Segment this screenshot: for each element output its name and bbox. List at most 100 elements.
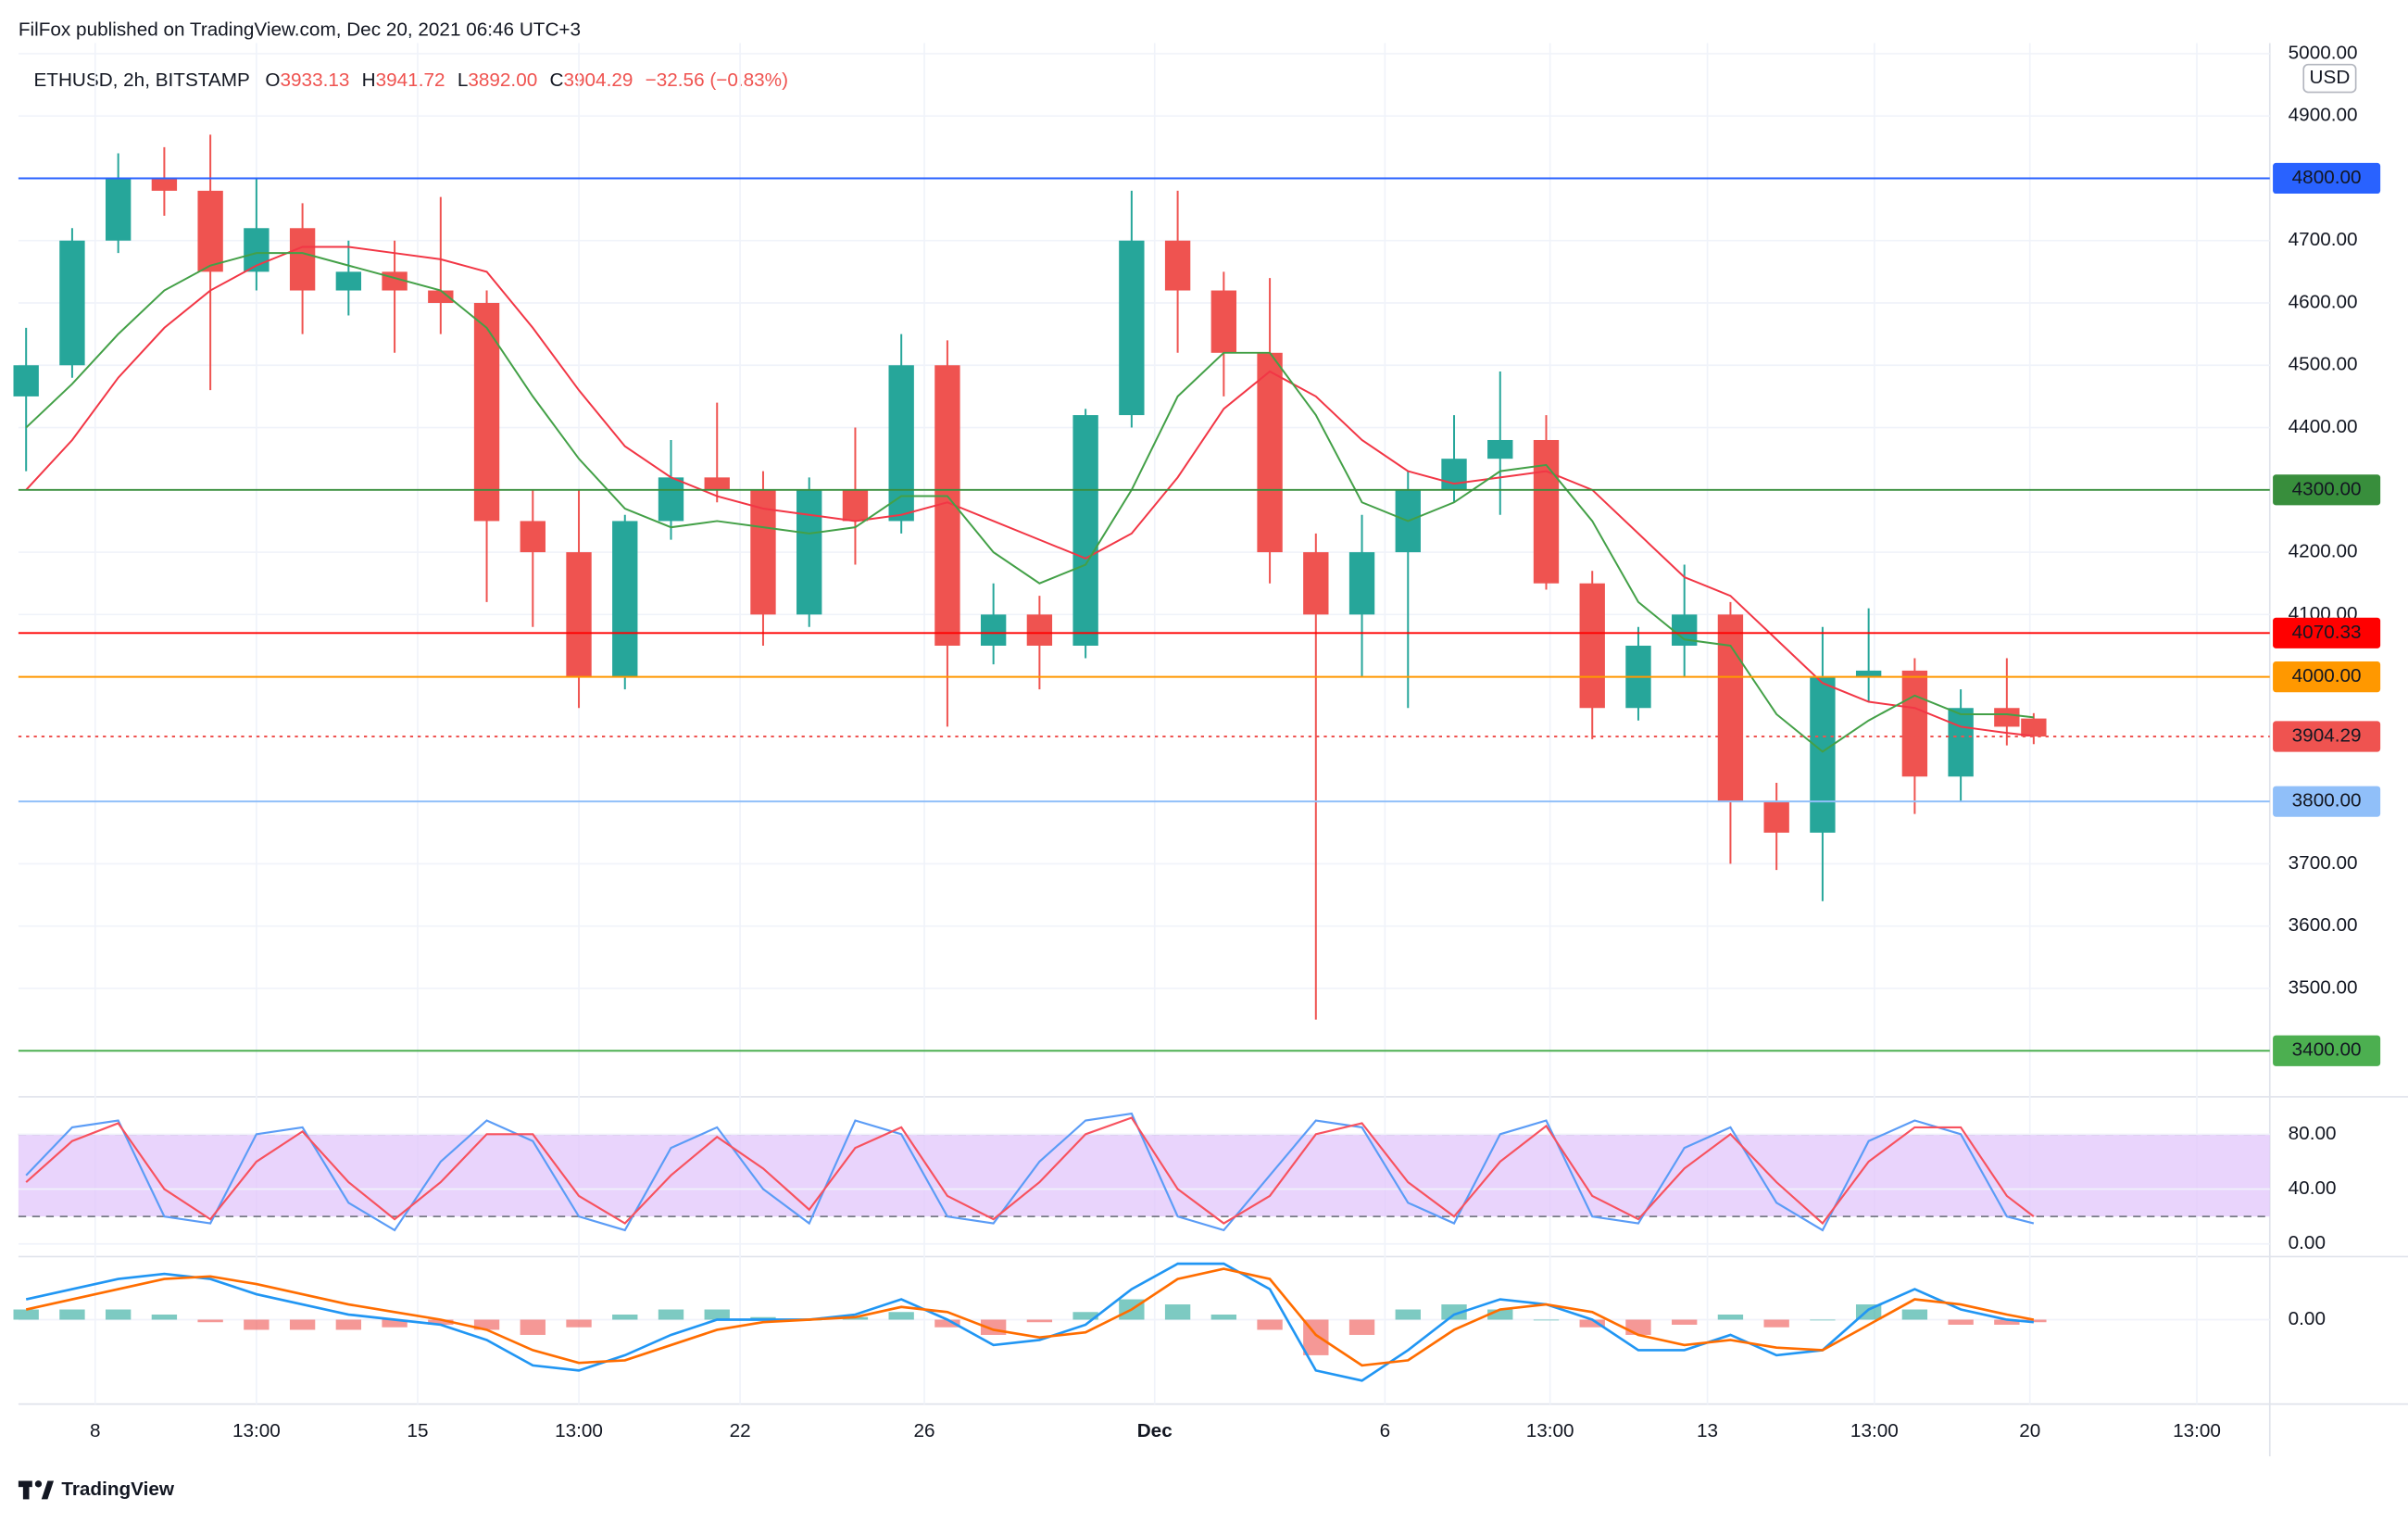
candle-body bbox=[289, 228, 316, 291]
histogram-bar bbox=[151, 1315, 178, 1320]
x-tick-label: 15 bbox=[407, 1420, 428, 1441]
candle-body bbox=[1026, 614, 1053, 646]
y-tick-label: 4200.00 bbox=[2289, 541, 2358, 562]
candle-body bbox=[1810, 676, 1836, 833]
histogram-bar bbox=[1672, 1319, 1698, 1325]
histogram-bar bbox=[1717, 1315, 1744, 1320]
y-tick-label: 40.00 bbox=[2289, 1177, 2337, 1199]
y-tick-label: 4500.00 bbox=[2289, 354, 2358, 375]
y-tick-label: 3600.00 bbox=[2289, 914, 2358, 936]
histogram-bar bbox=[428, 1319, 454, 1325]
histogram-bar bbox=[1441, 1304, 1467, 1320]
candle-body bbox=[197, 190, 223, 272]
candle-body bbox=[1210, 290, 1237, 353]
level-label-box bbox=[2273, 721, 2381, 752]
level-label-box bbox=[2273, 1035, 2381, 1066]
histogram-bar bbox=[750, 1316, 776, 1320]
level-label-box bbox=[2273, 162, 2381, 195]
histogram-bar bbox=[1810, 1319, 1836, 1321]
candle-body bbox=[335, 271, 362, 291]
candle-body bbox=[1441, 459, 1467, 490]
histogram-bar bbox=[105, 1309, 132, 1320]
y-tick-label: 80.00 bbox=[2289, 1123, 2337, 1144]
y-tick-label: 3500.00 bbox=[2289, 976, 2358, 998]
candle-body bbox=[1072, 415, 1098, 646]
histogram-bar bbox=[888, 1312, 914, 1320]
histogram-bar bbox=[382, 1319, 408, 1328]
histogram-bar bbox=[1026, 1319, 1053, 1323]
indicator-line bbox=[25, 245, 2034, 737]
currency: USD bbox=[2310, 67, 2351, 88]
candle-body bbox=[1303, 552, 1329, 615]
indicator-line bbox=[25, 252, 2034, 753]
y-tick-label: 0.00 bbox=[2289, 1232, 2326, 1253]
brand: TradingView bbox=[61, 1479, 175, 1500]
candle-body bbox=[151, 178, 178, 191]
candle-body bbox=[428, 290, 454, 303]
level-label-box bbox=[2273, 661, 2381, 693]
level-label-box bbox=[2273, 474, 2381, 506]
histogram-bar bbox=[1579, 1319, 1605, 1328]
histogram-bar bbox=[1763, 1319, 1789, 1328]
histogram-bar bbox=[1533, 1319, 1560, 1321]
candle-body bbox=[704, 477, 730, 490]
h-label: H bbox=[362, 69, 376, 91]
indicator-line bbox=[25, 1267, 2035, 1367]
candle-body bbox=[59, 240, 85, 366]
x-tick-label: 13:00 bbox=[1850, 1420, 1899, 1441]
x-tick-label: 26 bbox=[914, 1420, 935, 1441]
candle-body bbox=[1855, 670, 1882, 677]
x-tick-label: Dec bbox=[1137, 1420, 1173, 1441]
candle-body bbox=[1994, 708, 2020, 727]
histogram-bar bbox=[335, 1319, 362, 1330]
candle-body bbox=[750, 489, 776, 615]
level-label: 4300.00 bbox=[2292, 478, 2362, 499]
histogram-bar bbox=[1948, 1319, 1974, 1325]
histogram-bar bbox=[1072, 1312, 1098, 1320]
brand-logo bbox=[18, 1480, 55, 1500]
level-label-box bbox=[2273, 786, 2381, 817]
histogram-bar bbox=[2021, 1319, 2047, 1323]
x-tick-label: 13 bbox=[1697, 1420, 1718, 1441]
candle-body bbox=[520, 521, 546, 553]
symbol-info: ETHUSD, 2h, BITSTAMP O3933.13 H3941.72 L389… bbox=[33, 69, 788, 91]
histogram-bar bbox=[520, 1319, 546, 1335]
histogram-bar bbox=[1348, 1319, 1375, 1335]
histogram-bar bbox=[473, 1319, 500, 1330]
candle-body bbox=[796, 489, 822, 615]
histogram-bar bbox=[1901, 1309, 1928, 1320]
y-tick-label: 5000.00 bbox=[2289, 42, 2358, 63]
candle-body bbox=[473, 302, 500, 522]
histogram-bar bbox=[1395, 1309, 1421, 1320]
candle-body bbox=[244, 228, 270, 272]
candle-body bbox=[1257, 352, 1283, 553]
candle-body bbox=[13, 365, 39, 396]
band-fill bbox=[18, 1134, 2270, 1217]
x-tick-label: 13:00 bbox=[1526, 1420, 1574, 1441]
histogram-bar bbox=[566, 1319, 592, 1328]
y-tick-label: 0.00 bbox=[2289, 1308, 2326, 1329]
level-label: 3800.00 bbox=[2292, 790, 2362, 812]
o-label: O bbox=[265, 69, 280, 91]
candle-body bbox=[1717, 614, 1744, 802]
x-tick-label: 13:00 bbox=[555, 1420, 603, 1441]
candle-body bbox=[1763, 801, 1789, 833]
candle-body bbox=[980, 614, 1007, 646]
candle-body bbox=[1487, 439, 1513, 459]
candle-body bbox=[1119, 240, 1145, 416]
publish-note: FilFox published on TradingView.com, Dec… bbox=[19, 19, 581, 41]
x-tick-label: 13:00 bbox=[232, 1420, 281, 1441]
histogram-bar bbox=[704, 1309, 730, 1320]
candle-body bbox=[1164, 240, 1191, 291]
level-label: 3904.29 bbox=[2292, 724, 2362, 746]
candle-body bbox=[1901, 670, 1928, 777]
change: −32.56 (−0.83%) bbox=[646, 69, 788, 91]
histogram-bar bbox=[934, 1319, 960, 1328]
level-label: 4000.00 bbox=[2292, 665, 2362, 686]
candle-body bbox=[842, 489, 869, 522]
o-value: 3933.13 bbox=[281, 69, 350, 91]
histogram-bar bbox=[1487, 1309, 1513, 1320]
candle-body bbox=[612, 521, 638, 677]
